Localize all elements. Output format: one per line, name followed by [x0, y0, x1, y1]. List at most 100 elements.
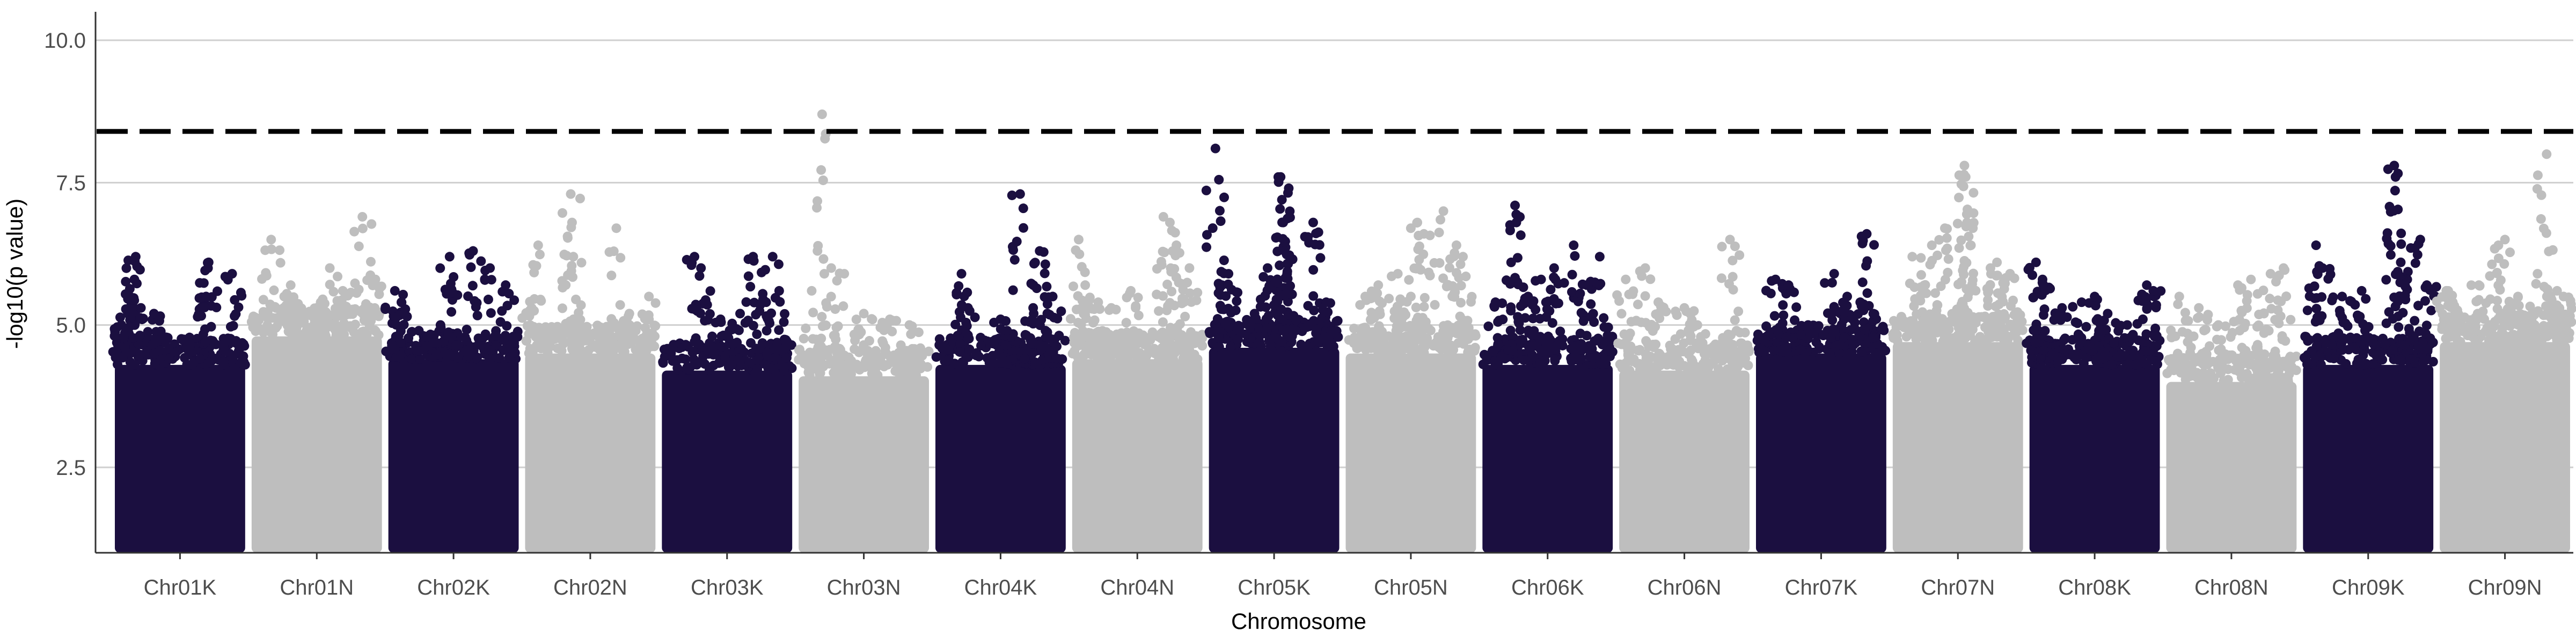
data-point	[726, 360, 736, 370]
data-point	[150, 358, 160, 369]
data-point	[390, 343, 400, 354]
data-point	[2040, 326, 2050, 336]
data-point	[2317, 292, 2327, 302]
data-point	[1596, 279, 1606, 289]
data-point	[2421, 328, 2431, 339]
data-point	[976, 333, 986, 343]
data-point	[445, 349, 455, 359]
data-point	[1122, 353, 1132, 363]
data-point	[1796, 330, 1806, 340]
data-point	[2536, 214, 2546, 224]
x-tick-label: Chr07K	[1785, 576, 1858, 599]
data-point	[2258, 286, 2268, 296]
data-point	[504, 353, 514, 363]
data-point	[339, 330, 349, 340]
data-point	[1827, 315, 1838, 325]
data-point	[1527, 300, 1538, 310]
x-tick-label: Chr04K	[964, 576, 1037, 599]
data-point	[1167, 287, 1177, 297]
data-point	[1249, 309, 1260, 319]
data-point	[266, 235, 276, 245]
data-point	[1097, 343, 1108, 353]
data-point	[468, 246, 478, 256]
data-point	[1285, 281, 1296, 291]
data-point	[2317, 263, 2328, 273]
data-point	[1925, 260, 1935, 270]
data-point	[1042, 328, 1052, 338]
data-point	[1262, 263, 1272, 273]
data-point	[1971, 286, 1981, 296]
data-point	[1825, 348, 1835, 358]
data-point	[2284, 369, 2294, 379]
data-point	[2031, 257, 2041, 267]
data-point	[1516, 230, 1526, 240]
point-band	[799, 376, 929, 553]
data-point	[1790, 315, 1800, 325]
data-point	[155, 316, 165, 326]
data-point	[368, 309, 378, 319]
data-point	[1519, 355, 1529, 365]
data-point	[218, 341, 229, 352]
data-point	[227, 269, 237, 279]
data-point	[316, 319, 326, 330]
data-point	[1071, 245, 1081, 255]
data-point	[2008, 295, 2018, 305]
data-point	[435, 263, 445, 273]
data-point	[2253, 368, 2263, 378]
data-point	[2304, 335, 2314, 345]
data-point	[1080, 280, 1091, 290]
data-point	[1559, 278, 1569, 288]
data-point	[2302, 305, 2312, 316]
data-point	[333, 272, 343, 282]
data-point	[996, 314, 1006, 324]
data-point	[2280, 336, 2290, 346]
data-point	[2151, 331, 2162, 341]
data-point	[746, 338, 756, 348]
data-point	[2236, 283, 2246, 293]
data-point	[839, 269, 850, 279]
data-point	[2097, 347, 2107, 357]
data-point	[1920, 280, 1930, 290]
data-point	[2239, 350, 2249, 360]
data-point	[808, 361, 818, 371]
data-point	[2500, 235, 2510, 245]
x-tick-label: Chr06N	[1648, 576, 1722, 599]
data-point	[2076, 297, 2087, 308]
data-point	[2068, 349, 2079, 360]
data-point	[1536, 274, 1546, 284]
chromosome-Chr02K-points	[380, 246, 523, 553]
data-point	[830, 304, 840, 314]
data-point	[2337, 291, 2347, 302]
data-point	[535, 250, 545, 260]
data-point	[1315, 253, 1326, 263]
data-point	[1582, 331, 1592, 341]
data-point	[604, 247, 614, 257]
data-point	[2272, 272, 2282, 282]
data-point	[1278, 291, 1288, 301]
data-point	[1770, 274, 1781, 284]
data-point	[773, 259, 784, 269]
data-point	[1126, 286, 1136, 296]
data-point	[2552, 300, 2562, 310]
data-point	[2114, 352, 2124, 362]
data-point	[1208, 223, 1218, 233]
x-tick-label: Chr03K	[691, 576, 764, 599]
data-point	[1551, 298, 1561, 309]
data-point	[1001, 356, 1012, 367]
data-point	[1093, 326, 1103, 336]
data-point	[1051, 353, 1061, 363]
data-point	[1640, 263, 1650, 273]
data-point	[338, 286, 348, 296]
data-point	[1233, 288, 1243, 298]
data-point	[149, 309, 159, 319]
chromosome-Chr02N-points	[517, 189, 661, 553]
data-point	[976, 341, 986, 351]
chromosome-Chr07N-points	[1888, 160, 2028, 553]
data-point	[462, 325, 472, 335]
data-point	[341, 302, 352, 312]
data-point	[954, 281, 964, 291]
data-point	[1379, 345, 1389, 355]
data-point	[1599, 322, 1609, 332]
data-point	[914, 361, 924, 371]
data-point	[708, 342, 718, 353]
